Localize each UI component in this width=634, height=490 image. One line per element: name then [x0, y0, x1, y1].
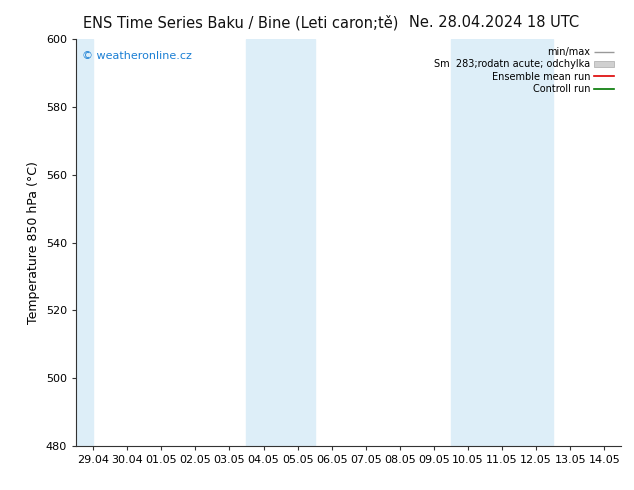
Bar — [76, 39, 93, 446]
Bar — [247, 39, 314, 446]
Bar — [451, 39, 553, 446]
Text: Ne. 28.04.2024 18 UTC: Ne. 28.04.2024 18 UTC — [410, 15, 579, 30]
Legend: min/max, Sm  283;rodatn acute; odchylka, Ensemble mean run, Controll run: min/max, Sm 283;rodatn acute; odchylka, … — [431, 44, 616, 97]
Text: © weatheronline.cz: © weatheronline.cz — [82, 51, 191, 61]
Text: ENS Time Series Baku / Bine (Leti caron;tě): ENS Time Series Baku / Bine (Leti caron;… — [83, 15, 399, 30]
Y-axis label: Temperature 850 hPa (°C): Temperature 850 hPa (°C) — [27, 161, 40, 324]
